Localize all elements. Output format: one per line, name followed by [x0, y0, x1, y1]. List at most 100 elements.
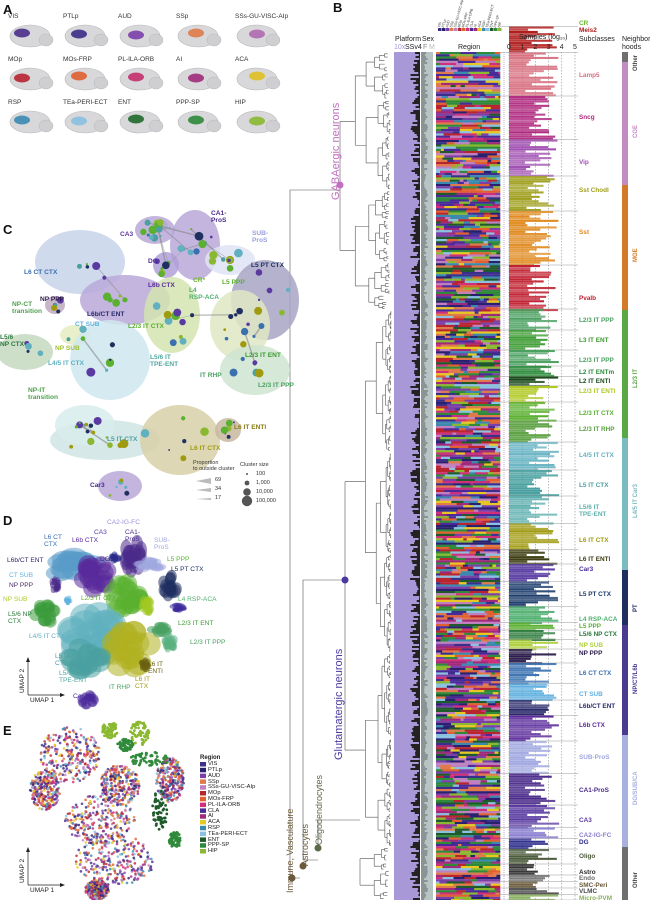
region-proportion: [494, 246, 501, 248]
region-proportion: [436, 694, 450, 696]
region-proportion: [471, 747, 492, 749]
region-proportion: [474, 510, 478, 512]
female-fraction: [421, 100, 426, 102]
region-proportion: [436, 268, 455, 270]
female-fraction: [421, 646, 425, 648]
region-proportion: [447, 881, 465, 883]
umap-cell: [79, 749, 82, 752]
region-proportion: [467, 763, 476, 765]
region-proportion: [436, 219, 448, 221]
region-proportion: [467, 94, 472, 96]
region-proportion: [456, 153, 461, 155]
region-proportion: [436, 270, 453, 272]
umap-cell: [46, 752, 49, 755]
region-proportion: [436, 466, 441, 468]
region-proportion: [487, 666, 490, 668]
region-proportion: [436, 87, 450, 89]
region-proportion: [440, 499, 458, 501]
region-proportion: [498, 83, 500, 85]
region-proportion: [494, 760, 501, 762]
sample-count-bar: [509, 676, 527, 678]
tree-branch: [387, 197, 388, 200]
female-fraction: [421, 54, 425, 56]
umap-cell: [44, 743, 47, 746]
region-proportion: [467, 780, 481, 782]
region-proportion: [456, 615, 465, 617]
region-proportion: [468, 754, 477, 756]
tree-branch: [387, 360, 389, 370]
region-proportion: [436, 857, 451, 859]
region-proportion: [471, 94, 476, 96]
region-proportion: [454, 642, 472, 644]
ssv4-fraction: [411, 74, 420, 76]
region-proportion: [450, 316, 454, 318]
tree-branch: [386, 872, 389, 876]
ssv4-fraction: [417, 198, 420, 200]
region-proportion: [455, 725, 476, 727]
region-proportion: [441, 525, 452, 527]
region-proportion: [498, 743, 500, 745]
region-proportion: [479, 287, 498, 289]
region-proportion: [448, 367, 461, 369]
sample-count-bar: [509, 743, 533, 745]
region-proportion: [487, 173, 495, 175]
region-proportion: [475, 554, 486, 556]
region-proportion: [486, 776, 501, 778]
female-fraction: [421, 400, 425, 402]
female-fraction: [421, 624, 427, 626]
ssv4-fraction: [418, 894, 420, 896]
sample-count-bar: [509, 873, 535, 875]
tree-branch: [381, 285, 385, 291]
female-fraction: [421, 52, 426, 54]
region-proportion: [467, 111, 478, 113]
region-proportion: [472, 512, 480, 514]
tree-branch: [380, 894, 383, 899]
region-proportion: [444, 353, 449, 355]
region-proportion: [458, 840, 476, 842]
region-proportion: [436, 510, 442, 512]
female-fraction: [421, 504, 426, 506]
ssv4-fraction: [415, 856, 420, 858]
region-proportion: [463, 237, 482, 239]
region-proportion: [451, 496, 471, 498]
ssv4-fraction: [411, 286, 420, 288]
female-fraction: [421, 426, 426, 428]
region-proportion: [455, 468, 472, 470]
region-proportion: [446, 98, 456, 100]
region-proportion: [436, 714, 447, 716]
region-proportion: [480, 353, 484, 355]
region-proportion: [468, 446, 485, 448]
region-proportion: [436, 351, 451, 353]
ssv4-fraction: [419, 892, 420, 894]
region-proportion: [436, 397, 440, 399]
sample-count-bar: [509, 566, 543, 568]
female-fraction: [421, 398, 424, 400]
ssv4-fraction: [418, 388, 420, 390]
region-proportion: [497, 393, 500, 395]
region-proportion: [454, 776, 469, 778]
region-proportion: [493, 472, 500, 474]
region-proportion: [436, 468, 450, 470]
female-fraction: [421, 692, 424, 694]
region-proportion: [461, 485, 473, 487]
tree-branch: [384, 54, 387, 57]
region-proportion: [436, 734, 455, 736]
region-proportion: [439, 881, 447, 883]
region-proportion: [436, 532, 456, 534]
region-proportion: [436, 199, 445, 201]
female-fraction: [421, 710, 428, 712]
ssv4-fraction: [419, 418, 420, 420]
region-proportion: [491, 716, 497, 718]
ssv4-fraction: [411, 480, 420, 482]
ssv4-fraction: [416, 666, 420, 668]
region-proportion: [466, 406, 487, 408]
female-fraction: [421, 876, 426, 878]
sample-count-bar: [509, 368, 541, 370]
ssv4-fraction: [415, 752, 420, 754]
region-proportion: [476, 840, 484, 842]
region-proportion: [447, 239, 459, 241]
region-proportion: [463, 822, 468, 824]
ssv4-fraction: [412, 646, 420, 648]
region-proportion: [443, 195, 449, 197]
region-proportion: [491, 433, 500, 435]
